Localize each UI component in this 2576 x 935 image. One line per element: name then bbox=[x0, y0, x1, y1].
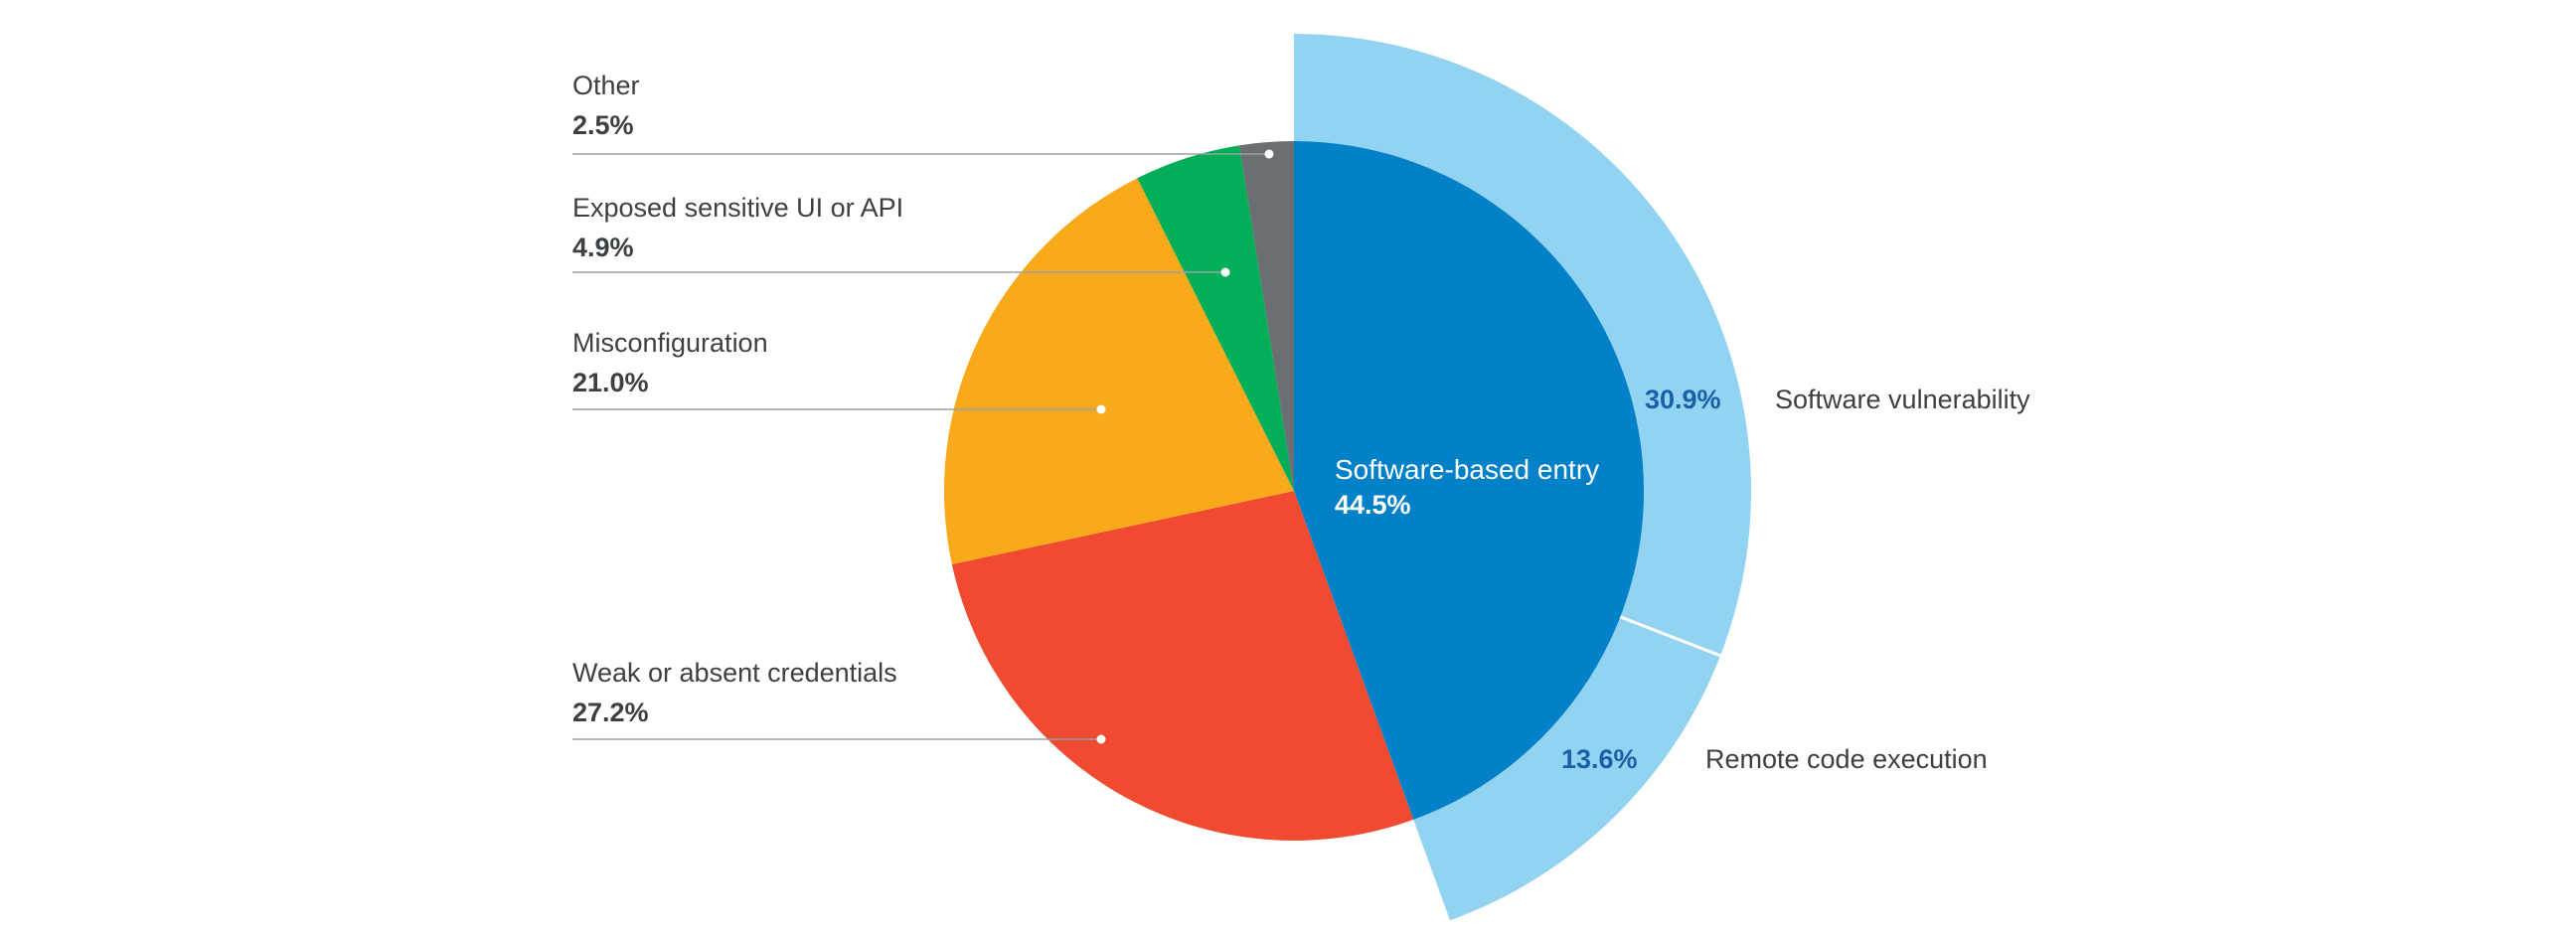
slice-misconfiguration bbox=[944, 178, 1294, 565]
outer-segment-separator bbox=[1615, 613, 1721, 658]
slice-label-value: 4.9% bbox=[572, 233, 634, 262]
outer-segment-name: Software vulnerability bbox=[1775, 385, 2030, 414]
leader-dot bbox=[1264, 149, 1274, 159]
outer-segment-remote-code-execution bbox=[1411, 615, 1721, 921]
slice-exposed-sensitive-ui-or-api bbox=[1137, 145, 1294, 491]
slice-label-name: Other bbox=[572, 71, 640, 100]
outer-segment-value: 13.6% bbox=[1561, 744, 1638, 774]
slice-label-name: Exposed sensitive UI or API bbox=[572, 193, 903, 223]
slice-label-value: 2.5% bbox=[572, 110, 634, 140]
slice-label-name: Software-based entry bbox=[1335, 454, 1599, 485]
outer-segment-software-vulnerability bbox=[1294, 34, 1751, 656]
outer-segment-value: 30.9% bbox=[1645, 385, 1721, 414]
slice-weak-or-absent-credentials bbox=[951, 491, 1414, 842]
leader-dot bbox=[1220, 267, 1230, 277]
slice-label-name: Weak or absent credentials bbox=[572, 658, 897, 688]
slice-label-value: 27.2% bbox=[572, 698, 649, 727]
outer-segment-name: Remote code execution bbox=[1705, 744, 1988, 774]
slice-other bbox=[1238, 141, 1294, 491]
slice-label-name: Misconfiguration bbox=[572, 328, 768, 358]
slice-label-value: 21.0% bbox=[572, 368, 649, 397]
leader-dot bbox=[1096, 734, 1106, 744]
leader-dot bbox=[1096, 404, 1106, 414]
slice-software-based-entry bbox=[1294, 141, 1644, 820]
slice-label-value: 44.5% bbox=[1335, 490, 1411, 520]
